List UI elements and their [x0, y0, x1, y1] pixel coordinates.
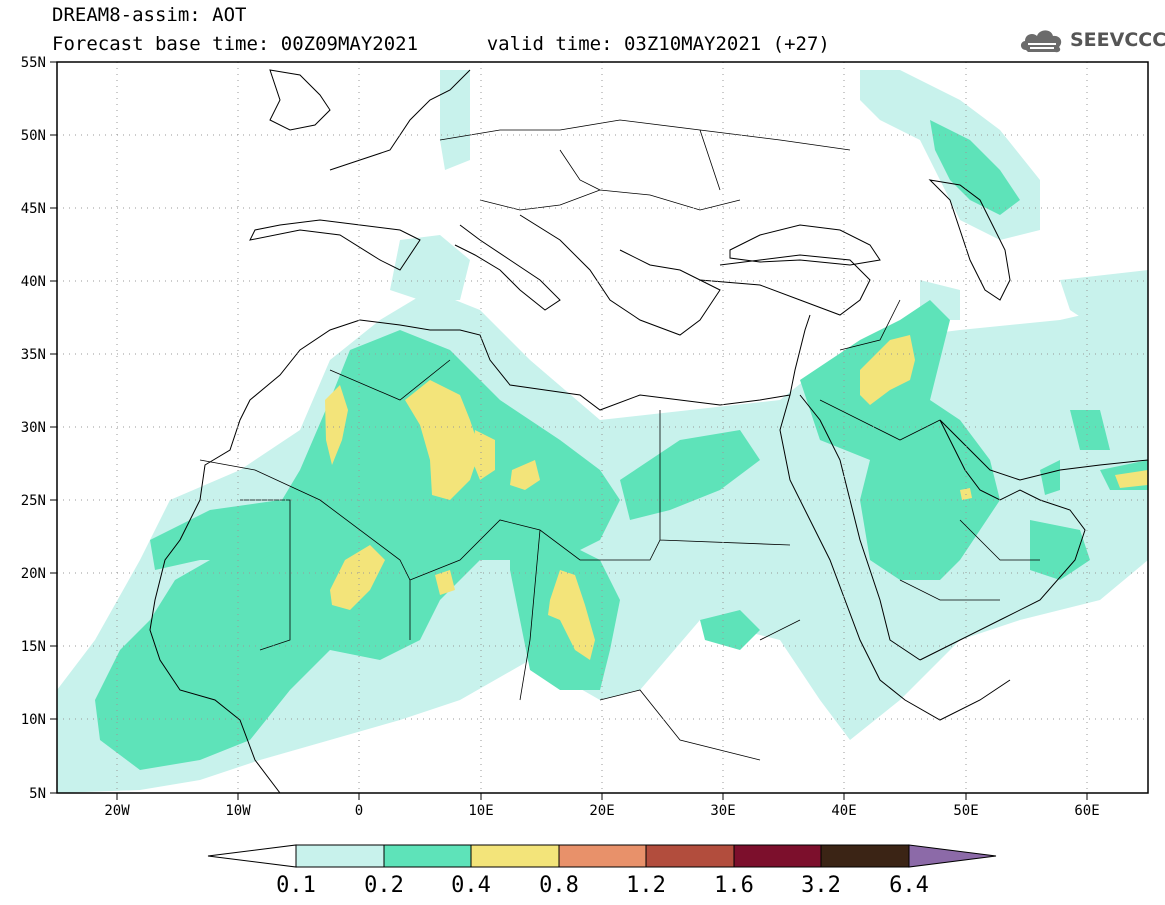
lat-label: 50N — [21, 128, 46, 144]
lat-label: 25N — [21, 493, 46, 509]
lon-label: 50E — [953, 803, 978, 819]
logo-text: SEEVCCC — [1070, 29, 1165, 51]
lon-label: 10W — [225, 803, 251, 819]
lat-label: 55N — [21, 55, 46, 71]
africa-north-coast — [359, 319, 791, 411]
iberia-coast — [249, 219, 421, 271]
lon-labels: 20W 10W 0 10E 20E 30E 40E 50E 60E — [104, 803, 1099, 819]
turkey-coast — [699, 254, 871, 316]
cloud-icon — [1020, 30, 1062, 53]
black-sea-coast — [729, 224, 881, 266]
arabia-west-coast — [799, 394, 921, 661]
lon-label: 10E — [468, 803, 493, 819]
arabia-east-coast — [919, 419, 1086, 661]
red-sea-coast — [779, 394, 1011, 721]
lat-label: 45N — [21, 201, 46, 217]
balkans-coast — [519, 214, 721, 336]
lat-labels: 55N 50N 45N 40N 35N 30N 25N 20N 15N 10N … — [21, 55, 46, 802]
base-time-label: Forecast base time: 00Z09MAY2021 — [52, 33, 419, 55]
valid-time-label: valid time: 03Z10MAY2021 (+27) — [486, 33, 830, 55]
nw-europe-coast — [329, 69, 471, 171]
caspian-coast — [928, 179, 1011, 301]
map-title: DREAM8-assim: AOT — [52, 4, 247, 26]
lat-label: 15N — [21, 639, 46, 655]
africa-west-coast — [149, 319, 361, 793]
italy-coast — [454, 224, 561, 311]
iran-coast — [939, 419, 1148, 481]
levant-coast — [789, 314, 811, 396]
lat-label: 35N — [21, 347, 46, 363]
aot-field — [57, 70, 1148, 793]
lon-label: 60E — [1074, 803, 1099, 819]
lat-label: 30N — [21, 420, 46, 436]
lon-label: 40E — [831, 803, 856, 819]
lon-label: 30E — [710, 803, 735, 819]
lat-label: 10N — [21, 712, 46, 728]
aot-level-0-4 — [325, 335, 1148, 660]
lat-label: 40N — [21, 274, 46, 290]
lon-label: 20W — [104, 803, 130, 819]
lat-label: 20N — [21, 566, 46, 582]
lat-label: 5N — [29, 786, 46, 802]
lon-label: 0 — [355, 803, 363, 819]
coastlines — [149, 69, 1148, 793]
borders-europe — [439, 119, 851, 211]
map-subtitle: Forecast base time: 00Z09MAY2021 valid t… — [52, 33, 830, 55]
seevccc-logo: SEEVCCC — [1018, 24, 1165, 56]
uk-coast — [269, 69, 331, 131]
borders-middle-east — [819, 299, 1040, 601]
borders-africa — [199, 359, 801, 761]
lon-label: 20E — [589, 803, 614, 819]
tick-marks — [50, 61, 1088, 800]
